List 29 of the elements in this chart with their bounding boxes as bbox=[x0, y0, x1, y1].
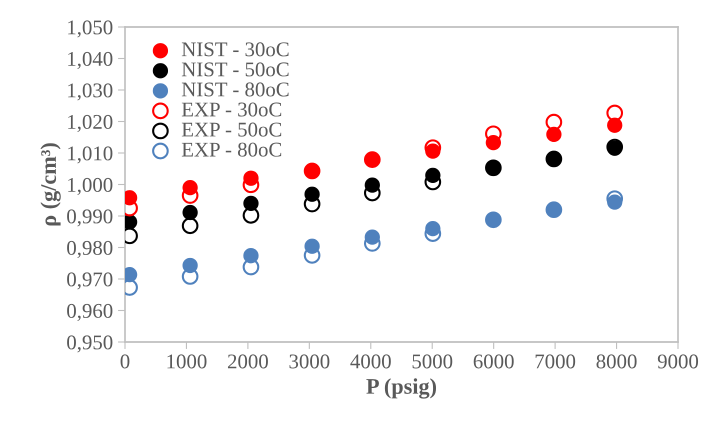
x-tick-label: 7000 bbox=[536, 354, 576, 368]
y-tick-label: 1,010 bbox=[68, 146, 112, 164]
legend-label: EXP - 30oC bbox=[182, 102, 282, 117]
y-tick-label: 0,990 bbox=[67, 209, 112, 226]
y-tick-label: 1,020 bbox=[68, 114, 112, 132]
legend-label: NIST - 30oC bbox=[182, 42, 289, 56]
x-tick-label: 3000 bbox=[289, 354, 330, 368]
legend-label: NIST - 80oC bbox=[182, 82, 289, 96]
x-tick-label: 5000 bbox=[412, 354, 452, 368]
x-tick-label: 0 bbox=[120, 354, 130, 368]
y-tick-label: 0,950 bbox=[67, 335, 112, 352]
x-tick-label: 4000 bbox=[350, 354, 391, 368]
legend-label: EXP - 80oC bbox=[182, 142, 282, 157]
y-tick-label: 1,030 bbox=[68, 83, 112, 100]
y-tick-label: 0,970 bbox=[67, 272, 112, 290]
y-tick-label: 0,960 bbox=[67, 304, 112, 321]
x-tick-label: 1000 bbox=[167, 354, 206, 368]
x-tick-label: 9000 bbox=[658, 354, 698, 368]
y-tick-label: 1,040 bbox=[68, 52, 112, 69]
x-tick-label: 2000 bbox=[228, 354, 268, 368]
y-tick-label: 1,000 bbox=[68, 178, 112, 195]
x-tick-label: 6000 bbox=[474, 354, 514, 368]
legend-label: EXP - 50oC bbox=[182, 122, 282, 137]
legend-label: NIST - 50oC bbox=[182, 62, 289, 76]
x-axis-title: P (psig) bbox=[366, 378, 436, 399]
y-tick-label: 1,050 bbox=[68, 20, 112, 38]
y-axis-title: ρ (g/cm³) bbox=[40, 143, 61, 226]
y-tick-label: 0,980 bbox=[67, 240, 112, 258]
x-tick-label: 8000 bbox=[596, 354, 637, 368]
